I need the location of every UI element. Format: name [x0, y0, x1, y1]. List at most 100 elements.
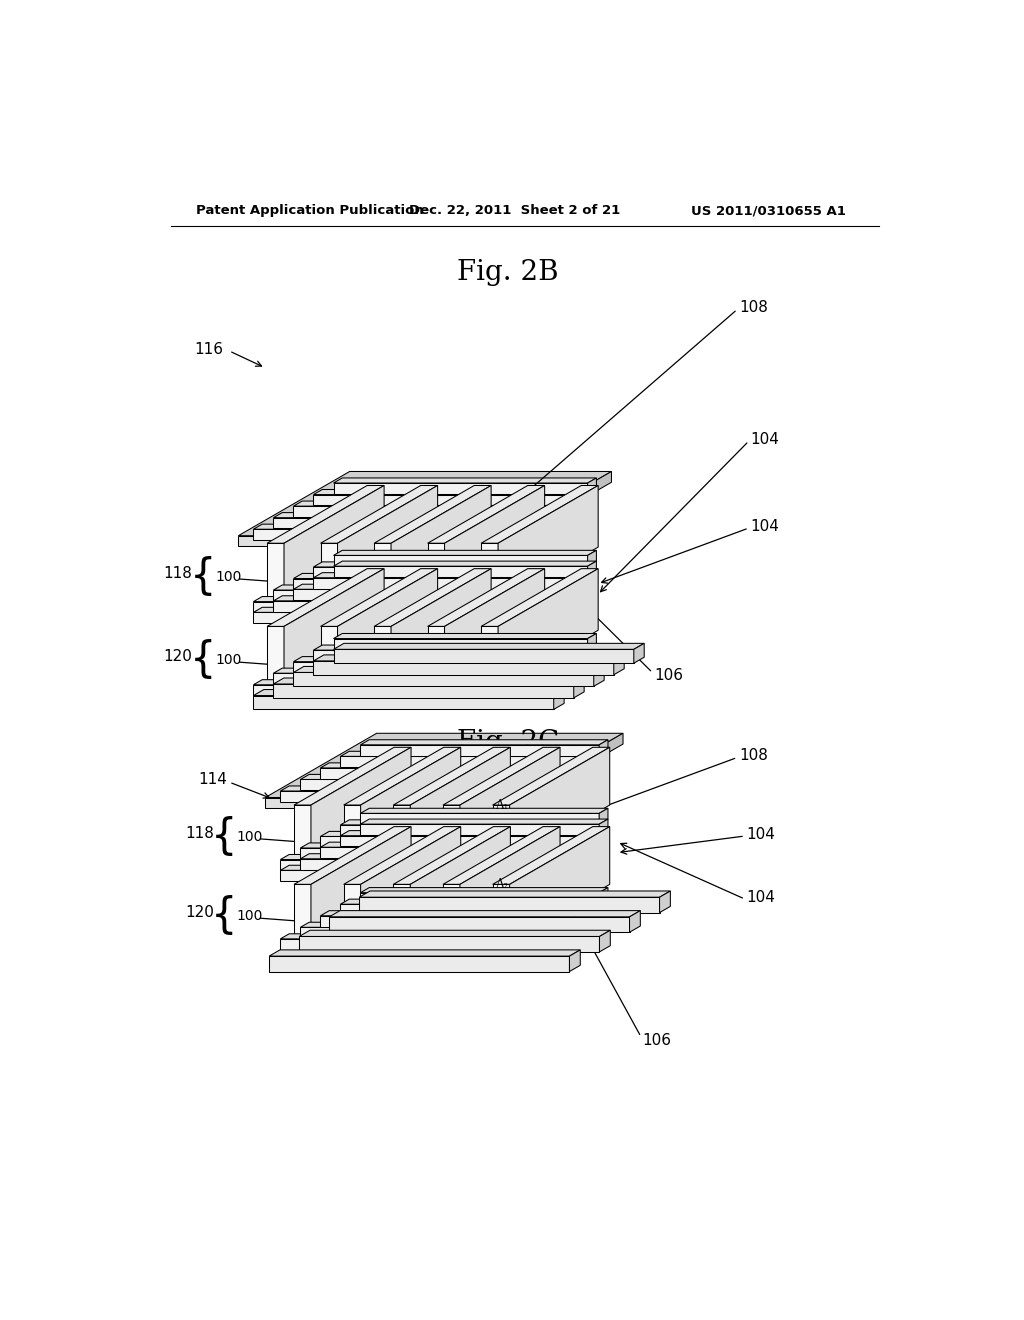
- Polygon shape: [294, 805, 311, 863]
- Polygon shape: [548, 585, 556, 601]
- Polygon shape: [321, 842, 568, 847]
- Polygon shape: [338, 486, 437, 605]
- Polygon shape: [567, 490, 577, 506]
- Polygon shape: [567, 645, 577, 661]
- Polygon shape: [630, 911, 640, 932]
- Text: A₁: A₁: [495, 799, 508, 812]
- Polygon shape: [334, 643, 644, 649]
- Polygon shape: [340, 899, 588, 904]
- Polygon shape: [510, 826, 609, 942]
- Polygon shape: [273, 517, 527, 528]
- Polygon shape: [253, 607, 516, 612]
- Polygon shape: [294, 747, 411, 805]
- Text: 106: 106: [643, 1032, 672, 1048]
- Polygon shape: [527, 512, 537, 528]
- Polygon shape: [360, 826, 461, 942]
- Polygon shape: [527, 585, 537, 601]
- Polygon shape: [273, 673, 527, 684]
- Polygon shape: [321, 916, 559, 927]
- Polygon shape: [519, 866, 528, 882]
- Polygon shape: [391, 569, 492, 688]
- Polygon shape: [428, 544, 444, 605]
- Polygon shape: [428, 627, 444, 688]
- Polygon shape: [344, 884, 360, 942]
- Text: 104: 104: [751, 519, 779, 535]
- Text: 100: 100: [215, 570, 242, 585]
- Polygon shape: [527, 595, 537, 611]
- Polygon shape: [444, 486, 545, 605]
- Polygon shape: [273, 678, 584, 684]
- Text: {: {: [211, 816, 238, 858]
- Polygon shape: [300, 928, 539, 939]
- Polygon shape: [294, 585, 556, 589]
- Polygon shape: [284, 569, 384, 688]
- Polygon shape: [360, 744, 599, 755]
- Polygon shape: [508, 607, 516, 623]
- Polygon shape: [613, 655, 625, 675]
- Polygon shape: [374, 569, 492, 627]
- Polygon shape: [281, 859, 519, 870]
- Polygon shape: [284, 486, 384, 605]
- Polygon shape: [294, 578, 548, 589]
- Polygon shape: [580, 820, 588, 836]
- Polygon shape: [393, 747, 510, 805]
- Polygon shape: [253, 696, 554, 709]
- Text: 100: 100: [237, 909, 263, 924]
- Polygon shape: [300, 780, 539, 791]
- Polygon shape: [253, 685, 508, 696]
- Polygon shape: [344, 805, 360, 863]
- Text: 120: 120: [163, 649, 193, 664]
- Text: 118: 118: [163, 566, 193, 581]
- Polygon shape: [334, 478, 596, 483]
- Text: 120: 120: [185, 906, 214, 920]
- Polygon shape: [539, 854, 548, 870]
- Text: 104: 104: [746, 826, 775, 842]
- Polygon shape: [374, 486, 492, 544]
- Polygon shape: [567, 562, 577, 578]
- Polygon shape: [311, 826, 411, 942]
- Polygon shape: [340, 825, 580, 836]
- Polygon shape: [281, 870, 519, 882]
- Polygon shape: [500, 471, 611, 546]
- Polygon shape: [313, 655, 625, 661]
- Polygon shape: [334, 550, 596, 556]
- Polygon shape: [460, 747, 560, 863]
- Polygon shape: [340, 751, 588, 756]
- Polygon shape: [360, 824, 599, 836]
- Polygon shape: [321, 544, 338, 605]
- Polygon shape: [269, 950, 581, 956]
- Polygon shape: [508, 524, 516, 540]
- Text: {: {: [189, 556, 216, 598]
- Polygon shape: [253, 689, 564, 696]
- Polygon shape: [253, 680, 516, 685]
- Polygon shape: [539, 843, 548, 859]
- Polygon shape: [334, 639, 588, 649]
- Polygon shape: [360, 892, 599, 903]
- Polygon shape: [294, 573, 556, 578]
- Polygon shape: [267, 486, 384, 544]
- Polygon shape: [411, 826, 510, 942]
- Polygon shape: [273, 585, 537, 590]
- Polygon shape: [519, 854, 528, 870]
- Polygon shape: [321, 569, 437, 627]
- Polygon shape: [330, 917, 630, 932]
- Polygon shape: [580, 751, 588, 767]
- Polygon shape: [393, 826, 510, 884]
- Polygon shape: [359, 891, 671, 898]
- Polygon shape: [313, 645, 577, 651]
- Polygon shape: [360, 808, 608, 813]
- Polygon shape: [273, 684, 573, 698]
- Polygon shape: [374, 544, 391, 605]
- Text: 118: 118: [185, 826, 214, 841]
- Polygon shape: [269, 956, 569, 972]
- Polygon shape: [359, 898, 659, 912]
- Polygon shape: [393, 805, 411, 863]
- Polygon shape: [411, 747, 510, 863]
- Polygon shape: [294, 661, 548, 672]
- Polygon shape: [580, 830, 588, 846]
- Polygon shape: [519, 933, 528, 949]
- Polygon shape: [267, 569, 384, 627]
- Polygon shape: [313, 578, 567, 589]
- Polygon shape: [299, 931, 610, 936]
- Polygon shape: [273, 595, 537, 601]
